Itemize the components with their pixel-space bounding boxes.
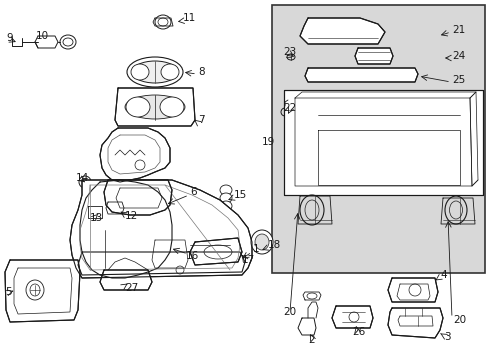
Polygon shape <box>100 270 152 290</box>
Polygon shape <box>387 308 442 338</box>
Text: 18: 18 <box>267 240 281 250</box>
Text: 2: 2 <box>307 335 314 345</box>
Ellipse shape <box>126 97 150 117</box>
Circle shape <box>107 200 123 216</box>
Ellipse shape <box>250 230 272 254</box>
Polygon shape <box>104 180 172 215</box>
Polygon shape <box>100 128 170 182</box>
Polygon shape <box>331 306 372 328</box>
Text: 5: 5 <box>5 287 12 297</box>
Ellipse shape <box>127 57 183 87</box>
Text: 22: 22 <box>283 103 296 113</box>
Text: 10: 10 <box>36 31 49 41</box>
Text: 4: 4 <box>439 270 446 280</box>
Text: 23: 23 <box>283 47 296 57</box>
Ellipse shape <box>60 35 76 49</box>
Circle shape <box>83 180 87 184</box>
Polygon shape <box>305 68 417 82</box>
Text: 3: 3 <box>443 332 450 342</box>
Text: 14: 14 <box>76 173 89 183</box>
Ellipse shape <box>131 64 149 80</box>
Ellipse shape <box>90 188 102 196</box>
Ellipse shape <box>161 64 179 80</box>
Ellipse shape <box>132 61 178 83</box>
Text: 17: 17 <box>242 255 255 265</box>
Polygon shape <box>299 18 384 44</box>
Text: 12: 12 <box>125 211 138 221</box>
Ellipse shape <box>90 194 102 202</box>
Ellipse shape <box>220 193 231 203</box>
Ellipse shape <box>254 234 268 250</box>
Text: 19: 19 <box>262 137 275 147</box>
Ellipse shape <box>155 15 171 29</box>
Text: 27: 27 <box>125 283 138 293</box>
Polygon shape <box>354 48 392 64</box>
Ellipse shape <box>125 95 184 119</box>
FancyBboxPatch shape <box>271 5 484 273</box>
Text: 11: 11 <box>183 13 196 23</box>
Text: 13: 13 <box>90 213 103 223</box>
Text: 8: 8 <box>198 67 204 77</box>
Text: 16: 16 <box>185 251 199 261</box>
Text: 9: 9 <box>6 33 13 43</box>
Polygon shape <box>78 252 244 275</box>
Text: 1: 1 <box>252 244 259 254</box>
Text: 24: 24 <box>451 51 464 61</box>
Ellipse shape <box>88 214 102 222</box>
Text: 21: 21 <box>451 25 464 35</box>
Polygon shape <box>115 88 195 126</box>
Text: 20: 20 <box>283 307 296 317</box>
Text: 25: 25 <box>451 75 464 85</box>
Text: 6: 6 <box>190 187 196 197</box>
Ellipse shape <box>220 185 231 195</box>
Polygon shape <box>284 90 482 195</box>
Text: 26: 26 <box>351 327 365 337</box>
Ellipse shape <box>220 201 231 211</box>
Text: 15: 15 <box>234 190 247 200</box>
Polygon shape <box>5 260 80 322</box>
Ellipse shape <box>160 97 183 117</box>
Polygon shape <box>80 180 172 278</box>
Polygon shape <box>190 238 242 265</box>
Ellipse shape <box>88 205 102 215</box>
Text: 20: 20 <box>452 315 465 325</box>
Polygon shape <box>70 180 251 278</box>
Text: 7: 7 <box>198 115 204 125</box>
Polygon shape <box>387 278 437 302</box>
